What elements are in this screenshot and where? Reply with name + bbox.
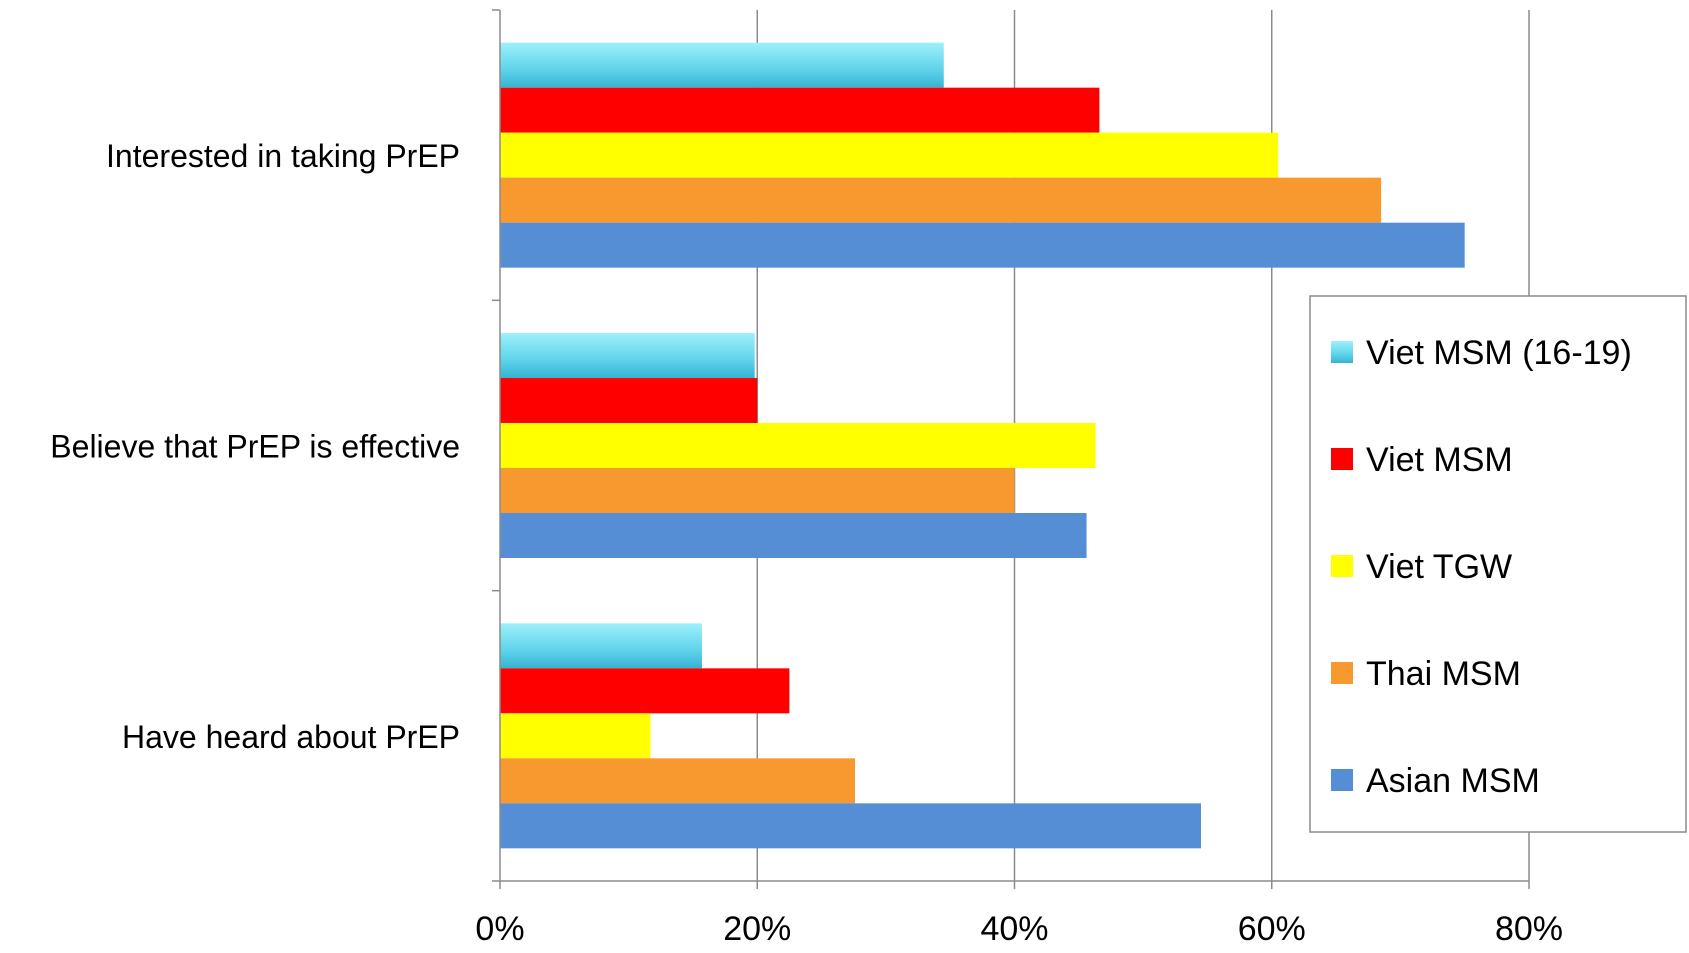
x-tick-label: 0%: [475, 910, 524, 948]
category-label: Interested in taking PrEP: [106, 138, 460, 174]
category-labels: Interested in taking PrEP Believe that Pr…: [50, 138, 460, 755]
legend-label: Thai MSM: [1366, 655, 1521, 693]
legend-swatch: [1331, 341, 1353, 363]
x-tick-label: 40%: [980, 910, 1048, 948]
x-tick-label: 80%: [1495, 910, 1563, 948]
bar: [500, 132, 1279, 178]
legend: Viet MSM (16-19) Viet MSM Viet TGW Thai MSM…: [1309, 295, 1687, 833]
bar: [500, 42, 944, 88]
x-tick-label: 20%: [723, 910, 791, 948]
legend-box: [1309, 295, 1687, 833]
bar: [500, 513, 1087, 558]
bar: [500, 222, 1465, 268]
bar: [500, 333, 755, 378]
bar: [500, 758, 856, 804]
category-label: Have heard about PrEP: [122, 719, 460, 755]
axes: [492, 9, 1530, 889]
legend-label: Asian MSM: [1366, 762, 1540, 800]
bar: [500, 713, 651, 759]
legend-swatch: [1331, 448, 1353, 470]
bar: [500, 668, 790, 714]
legend-swatch: [1331, 555, 1353, 577]
bar: [500, 378, 758, 423]
bar: [500, 177, 1382, 223]
category-label: Believe that PrEP is effective: [50, 429, 460, 465]
legend-label: Viet TGW: [1366, 548, 1512, 586]
bar: [500, 423, 1096, 468]
legend-swatch: [1331, 662, 1353, 684]
bar: [500, 803, 1202, 849]
legend-swatch: [1331, 769, 1353, 791]
bar: [500, 87, 1100, 133]
x-tick-label: 60%: [1238, 910, 1306, 948]
x-tick-labels: 0% 20% 40% 60% 80%: [475, 910, 1563, 948]
bar: [500, 623, 702, 669]
bar: [500, 468, 1015, 513]
legend-label: Viet MSM: [1366, 441, 1513, 479]
bars: [500, 42, 1465, 849]
legend-label: Viet MSM (16-19): [1366, 334, 1632, 372]
